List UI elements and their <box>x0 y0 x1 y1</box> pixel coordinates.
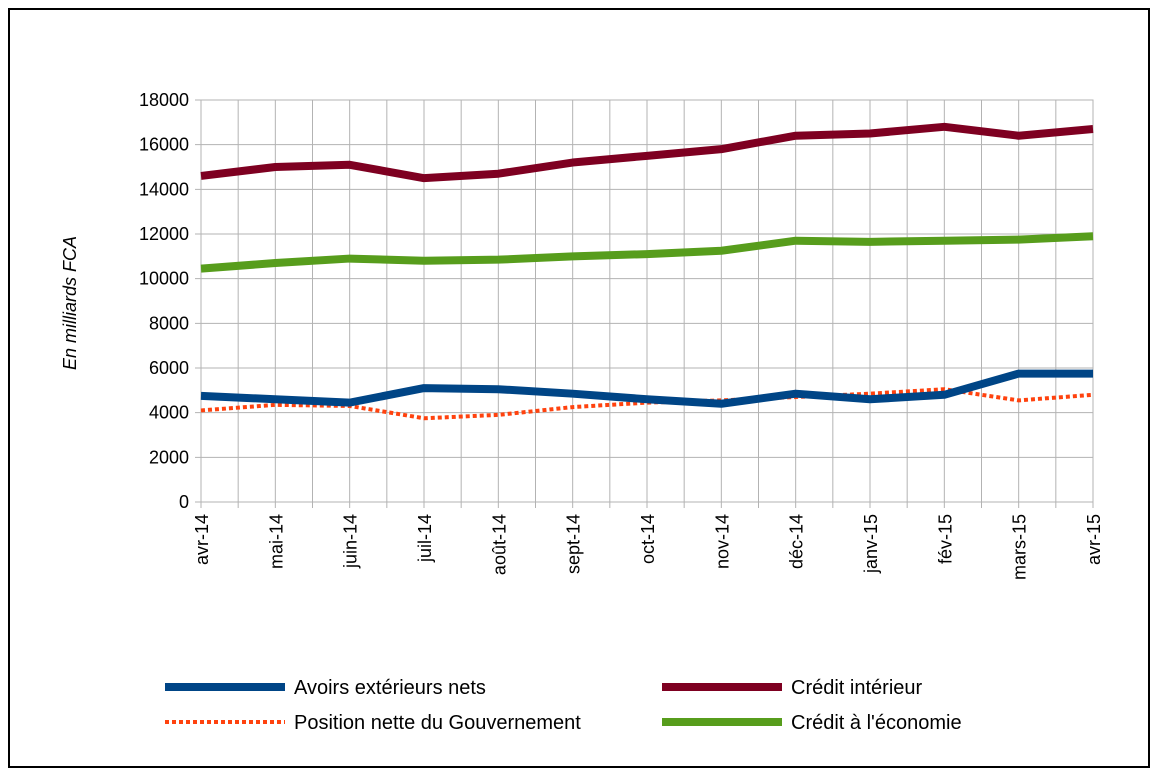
y-tick-label: 8000 <box>149 313 189 333</box>
y-tick-label: 14000 <box>139 179 189 199</box>
x-tick-label: mars-15 <box>1010 514 1030 580</box>
legend: Avoirs extérieurs nets Crédit intérieur Po… <box>165 677 962 734</box>
series-line <box>200 232 1094 273</box>
y-tick-label: 10000 <box>139 269 189 289</box>
y-tick-label: 6000 <box>149 358 189 378</box>
x-tick-label: déc-14 <box>787 514 807 569</box>
x-axis-ticks: avr-14 mai-14 juin-14 juil-14 août-14 sept-14… <box>192 514 1104 580</box>
series-line <box>200 369 1093 408</box>
x-tick-label: juin-14 <box>341 514 361 569</box>
y-tick-label: 16000 <box>139 135 189 155</box>
x-tick-label: avr-15 <box>1084 514 1104 565</box>
legend-label: Avoirs extérieurs nets <box>294 677 486 699</box>
series-line <box>200 122 1094 183</box>
y-tick-label: 0 <box>179 492 189 512</box>
x-tick-label: nov-14 <box>712 514 732 569</box>
x-tick-label: avr-14 <box>192 514 212 565</box>
y-tick-label: 18000 <box>139 90 189 110</box>
x-tick-label: janv-15 <box>861 514 881 574</box>
y-tick-label: 2000 <box>149 447 189 467</box>
y-tick-label: 4000 <box>149 403 189 423</box>
legend-label: Crédit intérieur <box>791 677 923 699</box>
y-axis-label: En milliards FCA <box>60 236 80 370</box>
grid <box>195 99 1094 508</box>
x-tick-label: fév-15 <box>935 514 955 564</box>
legend-label: Crédit à l'économie <box>791 712 962 734</box>
y-axis-ticks: 0 2000 4000 6000 8000 10000 12000 14000 16000 180… <box>139 90 189 512</box>
x-tick-label: oct-14 <box>638 514 658 564</box>
x-tick-label: sept-14 <box>564 514 584 574</box>
legend-label: Position nette du Gouvernement <box>294 712 581 734</box>
x-tick-label: mai-14 <box>266 514 286 569</box>
y-tick-label: 12000 <box>139 224 189 244</box>
series-lines <box>200 122 1094 421</box>
x-tick-label: août-14 <box>489 514 509 575</box>
x-tick-label: juil-14 <box>415 514 435 563</box>
